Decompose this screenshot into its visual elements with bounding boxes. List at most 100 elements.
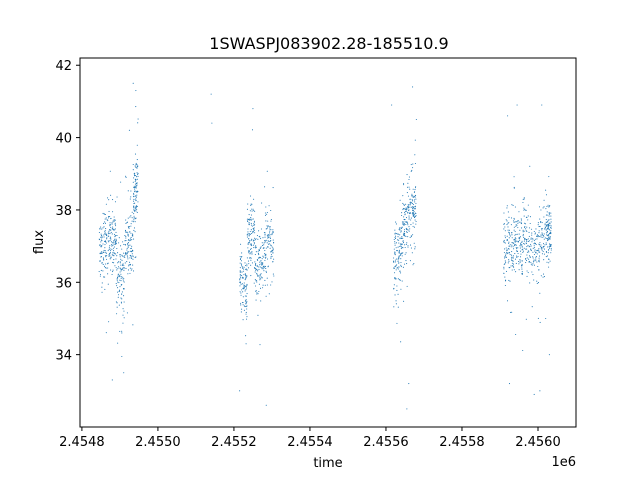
data-point (532, 263, 534, 265)
data-point (250, 203, 252, 205)
data-point (127, 217, 129, 219)
data-point (515, 271, 517, 273)
data-point (265, 295, 267, 297)
data-point (543, 236, 545, 238)
data-point (133, 187, 135, 189)
data-point (546, 225, 548, 228)
data-point (250, 214, 252, 216)
data-point (508, 267, 510, 269)
data-point (113, 219, 115, 221)
data-point (244, 279, 246, 281)
data-point (241, 265, 243, 267)
data-point (240, 263, 242, 265)
data-point (120, 258, 122, 260)
data-point (548, 213, 551, 215)
data-point (522, 251, 524, 254)
data-point (117, 268, 119, 270)
data-point (523, 243, 525, 245)
data-point (550, 230, 552, 232)
data-point (114, 201, 116, 203)
data-point (394, 277, 396, 279)
data-point (400, 266, 402, 268)
data-point (397, 236, 399, 238)
data-point (103, 265, 106, 267)
data-point (265, 267, 267, 269)
data-point (251, 129, 254, 131)
data-point (250, 243, 253, 245)
data-point (525, 259, 528, 262)
data-point (245, 299, 247, 301)
data-point (254, 239, 256, 241)
data-point (133, 185, 135, 187)
data-point (536, 282, 538, 285)
data-point (250, 259, 252, 261)
data-point (393, 238, 395, 241)
data-point (393, 257, 395, 259)
data-point (535, 256, 537, 258)
data-point (134, 190, 136, 192)
data-point (550, 226, 552, 228)
data-point (533, 279, 535, 281)
data-point (130, 190, 132, 192)
data-point (531, 234, 533, 236)
data-point (134, 231, 136, 233)
data-point (505, 219, 507, 221)
data-point (548, 229, 550, 231)
data-point (254, 263, 257, 265)
data-point (514, 237, 516, 239)
data-point (512, 263, 515, 265)
data-point (527, 244, 529, 246)
data-point (241, 271, 243, 273)
data-point (253, 227, 255, 229)
data-point (550, 221, 552, 223)
data-point (528, 251, 530, 253)
data-point (505, 253, 507, 255)
data-point (240, 260, 243, 262)
data-point (136, 144, 138, 146)
data-point (125, 254, 127, 256)
data-point (100, 252, 102, 255)
data-point (397, 306, 399, 308)
data-point (239, 271, 241, 273)
data-point (137, 172, 139, 175)
data-point (119, 330, 121, 332)
data-point (549, 224, 551, 226)
data-point (120, 270, 122, 272)
data-point (123, 317, 125, 319)
data-point (101, 253, 103, 255)
data-point (263, 247, 265, 249)
data-point (272, 252, 274, 254)
data-point (105, 263, 107, 265)
data-point (122, 278, 124, 280)
data-point (396, 233, 398, 235)
data-point (512, 256, 514, 258)
data-point (400, 264, 402, 266)
data-point (128, 225, 130, 228)
data-point (136, 190, 138, 192)
data-point (523, 247, 525, 249)
data-point (125, 176, 127, 179)
data-point (268, 293, 270, 295)
data-point (263, 242, 265, 244)
data-point (548, 266, 550, 268)
data-point (408, 176, 410, 178)
data-point (112, 220, 114, 222)
data-point (101, 237, 103, 239)
data-point (250, 248, 252, 251)
data-point (402, 237, 404, 239)
data-point (533, 264, 535, 266)
data-point (113, 255, 115, 257)
data-point (523, 197, 525, 199)
data-point (241, 289, 243, 291)
data-point (133, 229, 135, 232)
data-point (525, 216, 527, 218)
data-point (528, 258, 530, 260)
data-point (104, 255, 106, 257)
data-point (248, 214, 250, 216)
data-point (540, 234, 542, 236)
data-point (396, 232, 398, 235)
data-point (119, 254, 121, 256)
data-point (261, 262, 263, 264)
data-point (109, 170, 111, 172)
data-point (103, 236, 105, 238)
